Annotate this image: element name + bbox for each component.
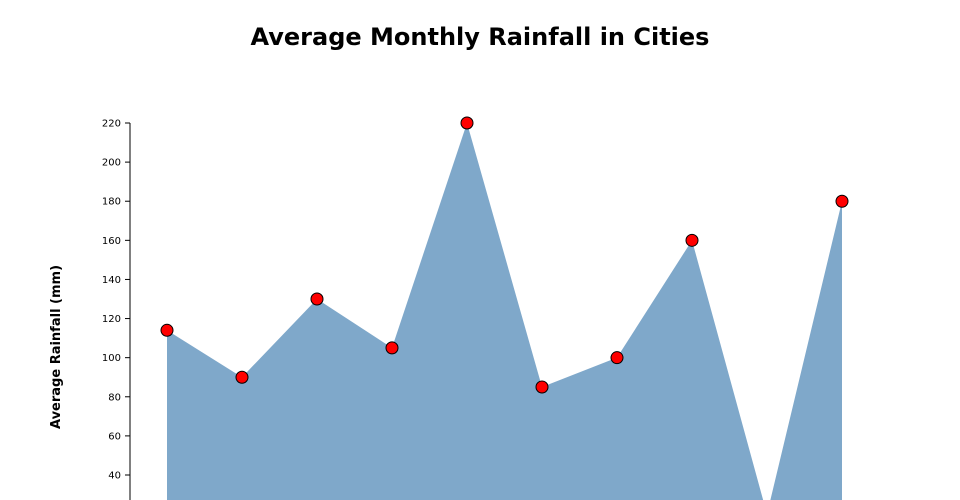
y-tick-label: 160 — [102, 236, 121, 247]
data-point-marker — [385, 341, 399, 355]
area-layer — [167, 123, 842, 500]
y-tick-label: 120 — [102, 314, 121, 325]
data-point-marker — [835, 194, 849, 208]
data-point-marker — [685, 233, 699, 247]
data-point-marker — [610, 351, 624, 365]
data-point-marker — [460, 116, 474, 130]
y-tick-label: 140 — [102, 275, 121, 286]
data-point-marker — [310, 292, 324, 306]
y-tick-label: 60 — [108, 431, 121, 442]
data-point-marker — [235, 370, 249, 384]
y-tick-label: 80 — [108, 392, 121, 403]
rainfall-area — [167, 123, 842, 500]
y-axis: 40 60 80 100 120 140 160 180 200 220 — [102, 119, 131, 500]
data-point-marker — [535, 380, 549, 394]
marker-layer — [160, 116, 849, 394]
data-point-marker — [160, 323, 174, 337]
y-tick-label: 40 — [108, 471, 121, 482]
y-tick-label: 180 — [102, 197, 121, 208]
chart-title: Average Monthly Rainfall in Cities — [251, 23, 710, 51]
y-axis-label: Average Rainfall (mm) — [49, 265, 64, 429]
y-tick-label: 200 — [102, 158, 121, 169]
y-tick-label: 100 — [102, 353, 121, 364]
y-tick-label: 220 — [102, 119, 121, 130]
